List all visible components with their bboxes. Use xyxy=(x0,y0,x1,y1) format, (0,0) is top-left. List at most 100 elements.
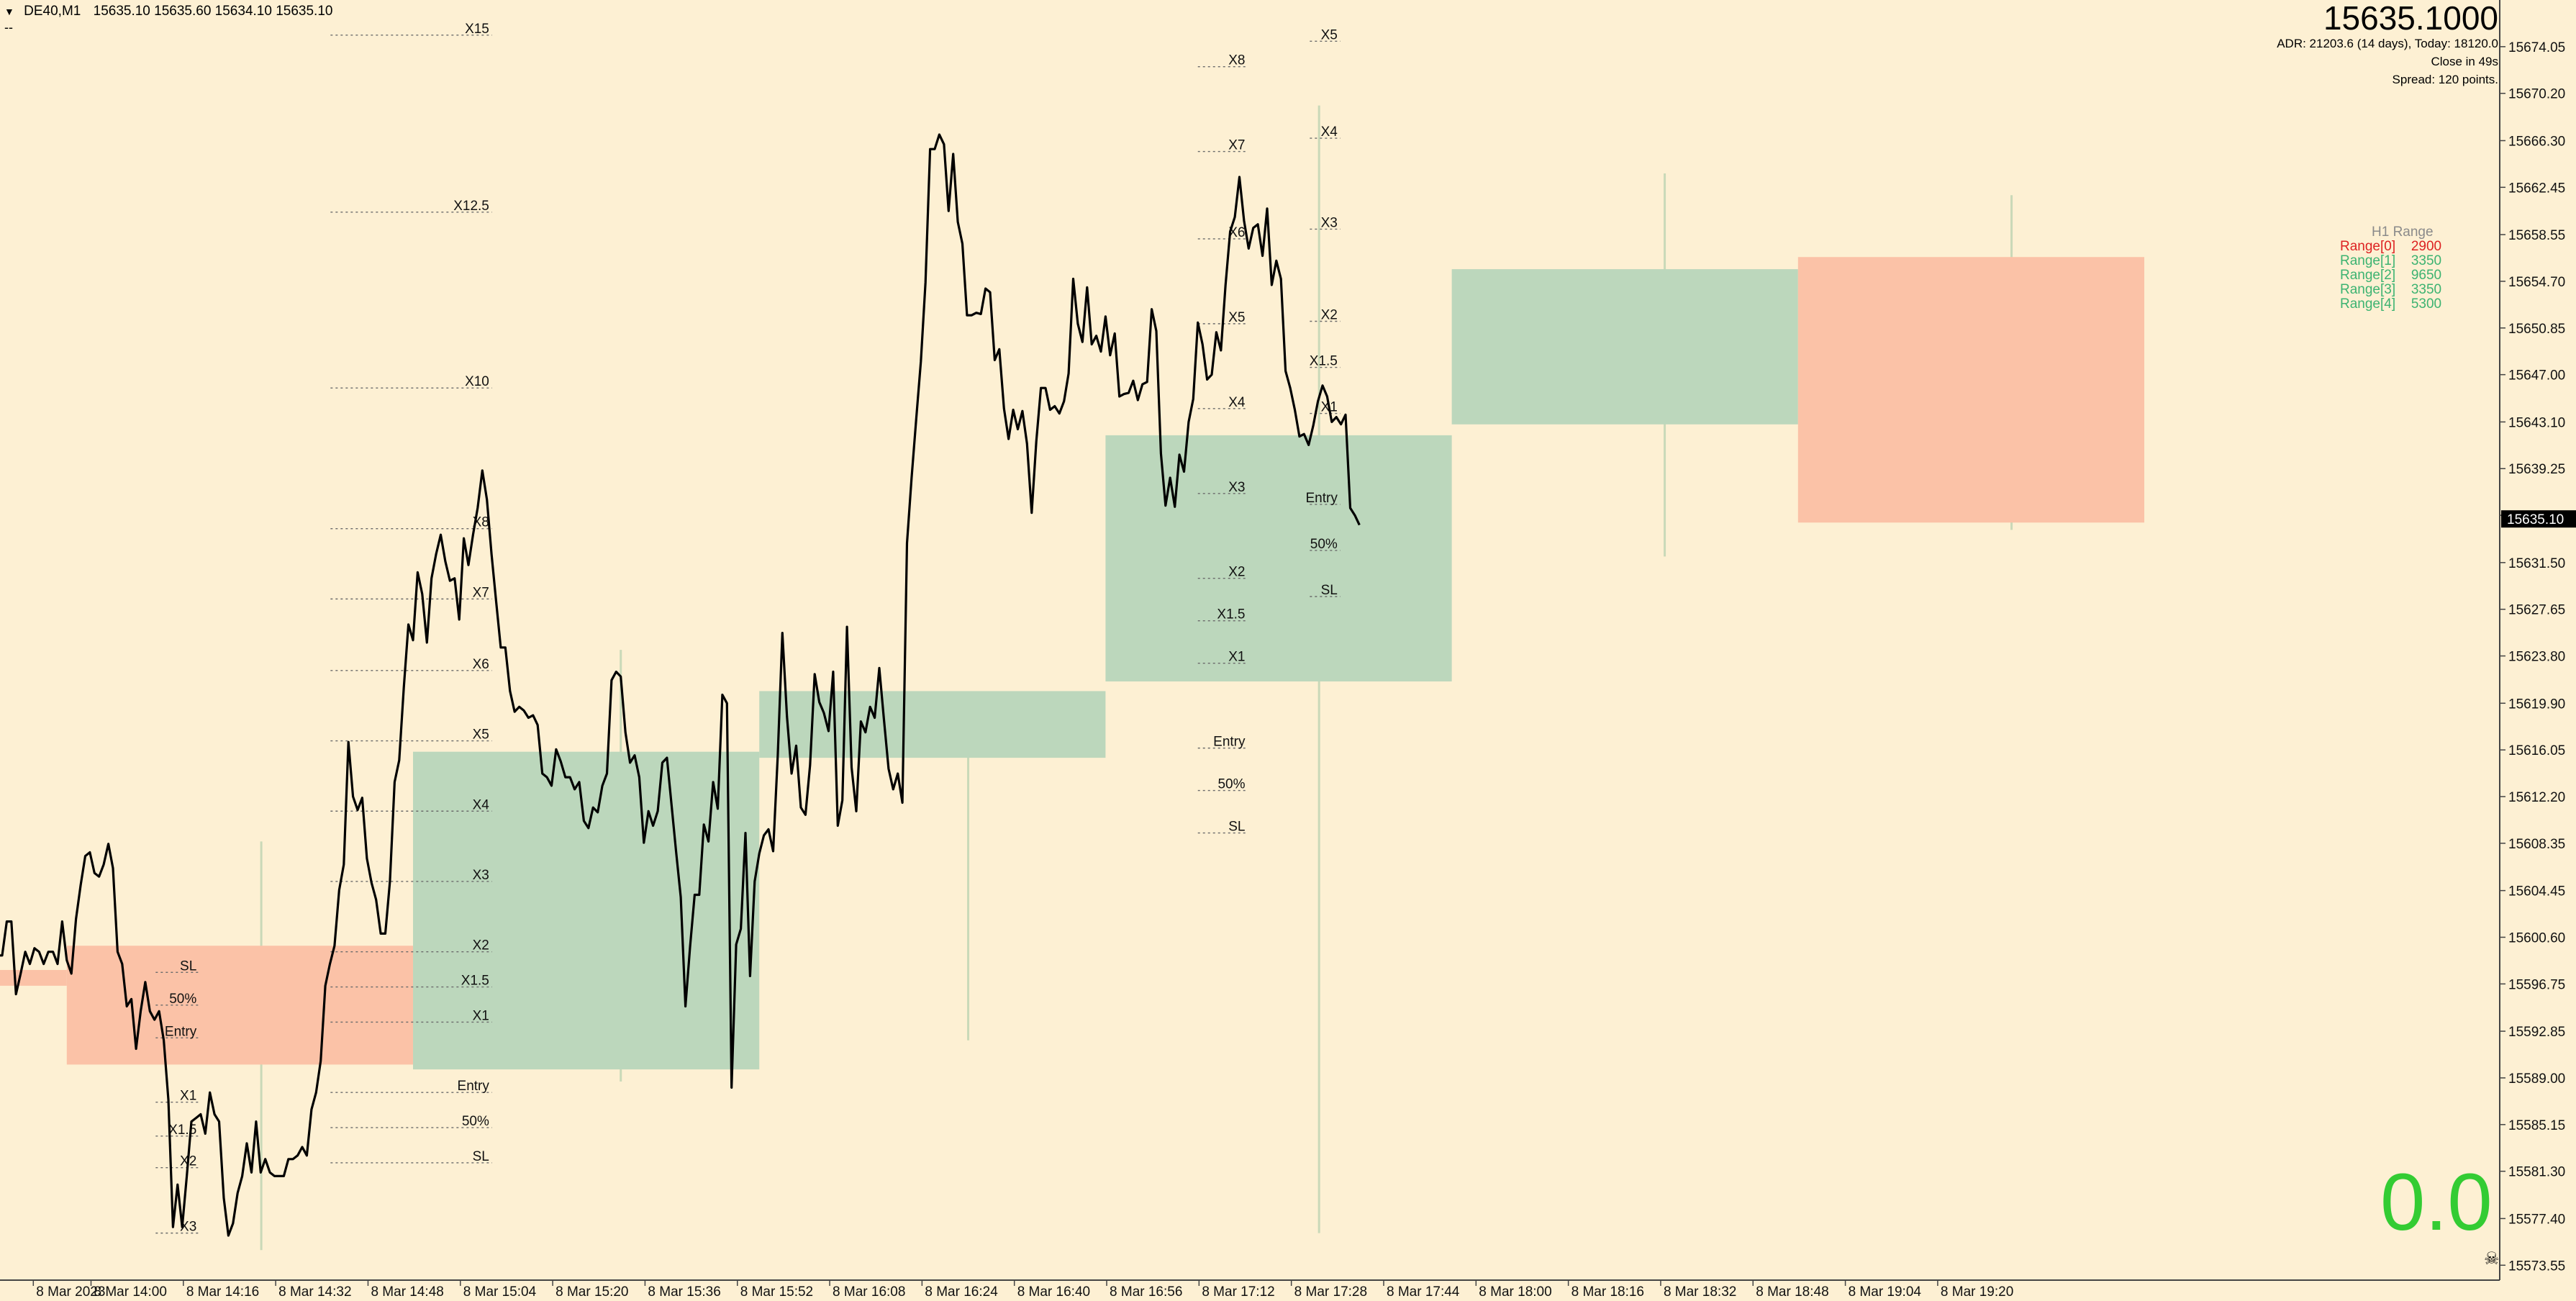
level-label: X7 xyxy=(1228,138,1245,153)
level-label: X1.5 xyxy=(1310,354,1338,369)
x-tick-label: 8 Mar 18:32 xyxy=(1664,1284,1736,1300)
h1-range-value: 3350 xyxy=(2411,282,2442,297)
y-tick-label: 15654.70 xyxy=(2508,275,2565,290)
y-tick-label: 15639.25 xyxy=(2508,462,2565,477)
h1-range-row: Range[2] 9650 xyxy=(2340,268,2441,283)
level-label: SL xyxy=(1228,820,1245,835)
level-label: Entry xyxy=(165,1024,197,1039)
y-tick-label: 15585.15 xyxy=(2508,1118,2565,1133)
level-label: SL xyxy=(1321,583,1338,598)
level-label: X3 xyxy=(473,868,489,883)
level-label: 50% xyxy=(1310,537,1338,552)
ohlc-values: 15635.10 15635.60 15634.10 15635.10 xyxy=(93,4,333,19)
h1-range-label: Range[2] xyxy=(2340,268,2396,283)
bear-range-box xyxy=(1797,257,2145,523)
h1-range-row: Range[4] 5300 xyxy=(2340,297,2441,312)
y-tick-label: 15631.50 xyxy=(2508,556,2565,571)
level-label: X4 xyxy=(1321,124,1338,140)
bull-range-box xyxy=(1105,435,1452,681)
level-label: SL xyxy=(473,1149,489,1164)
x-tick-label: 8 Mar 19:04 xyxy=(1849,1284,1922,1300)
price-line xyxy=(0,133,1361,1237)
current-price-tag xyxy=(2501,510,2576,528)
level-label: X15 xyxy=(465,22,489,37)
bear-range-box xyxy=(66,946,414,1065)
h1-range-title: H1 Range xyxy=(2372,225,2434,240)
level-label: X2 xyxy=(473,938,489,953)
level-label: X4 xyxy=(1228,395,1246,410)
y-tick-label: 15592.85 xyxy=(2508,1025,2565,1040)
level-label: SL xyxy=(180,958,196,974)
y-tick-label: 15581.30 xyxy=(2508,1165,2565,1180)
level-label: X3 xyxy=(1321,215,1338,230)
bull-range-box xyxy=(413,751,760,1070)
y-tick-label: 15619.90 xyxy=(2508,697,2565,712)
y-tick-label: 15670.20 xyxy=(2508,87,2565,102)
y-tick-label: 15616.05 xyxy=(2508,743,2565,758)
close-in-text: Close in 49s xyxy=(2431,55,2498,68)
y-tick-label: 15604.45 xyxy=(2508,884,2565,899)
level-label: Entry xyxy=(1213,735,1246,750)
h1-range-label: Range[3] xyxy=(2340,282,2396,297)
bull-range-box xyxy=(759,691,1106,758)
menu-arrow-icon[interactable]: ▼ xyxy=(4,6,14,17)
level-label: X6 xyxy=(1228,225,1245,240)
y-tick-label: 15674.05 xyxy=(2508,40,2565,55)
range-boxes xyxy=(0,257,2145,1070)
level-label: X5 xyxy=(473,727,489,743)
h1-range-row: Range[1] 3350 xyxy=(2340,254,2441,268)
y-tick-label: 15666.30 xyxy=(2508,134,2565,149)
level-label: X7 xyxy=(473,585,489,600)
x-tick-label: 8 Mar 15:52 xyxy=(740,1284,813,1300)
y-tick-label: 15577.40 xyxy=(2508,1212,2565,1227)
y-tick-label: 15608.35 xyxy=(2508,837,2565,852)
x-tick-label: 8 Mar 17:44 xyxy=(1387,1284,1460,1300)
x-tick-label: 8 Mar 14:48 xyxy=(371,1284,443,1300)
y-tick-label: 15596.75 xyxy=(2508,977,2565,992)
level-label: X1.5 xyxy=(1217,607,1245,622)
x-tick-label: 8 Mar 17:12 xyxy=(1202,1284,1274,1300)
indicator-placeholder: -- xyxy=(4,20,13,35)
h1-range-panel: H1 Range Range[0] 2900 Range[1] 3350 Range[2… xyxy=(2340,225,2441,312)
y-tick-label: 15623.80 xyxy=(2508,650,2565,665)
x-tick-label: 8 Mar 16:24 xyxy=(925,1284,998,1300)
y-tick-label: 15647.00 xyxy=(2508,368,2565,384)
chart-header: ▼ DE40,M1 15635.10 15635.60 15634.10 156… xyxy=(4,4,332,19)
level-label: X5 xyxy=(1321,27,1338,42)
level-label: X3 xyxy=(1228,480,1245,495)
x-tick-label: 8 Mar 19:20 xyxy=(1941,1284,2013,1300)
y-tick-label: 15612.20 xyxy=(2508,790,2565,805)
big-number-display: 0.0 xyxy=(2380,1157,2493,1247)
x-tick-label: 8 Mar 15:20 xyxy=(555,1284,628,1300)
h1-range-label: Range[0] xyxy=(2340,239,2396,254)
level-label: 50% xyxy=(462,1114,489,1129)
x-tick-label: 8 Mar 16:08 xyxy=(833,1284,905,1300)
x-tick-label: 8 Mar 15:36 xyxy=(648,1284,720,1300)
y-tick-label: 15589.00 xyxy=(2508,1071,2565,1087)
y-tick-label: 15650.85 xyxy=(2508,322,2565,337)
level-label: X2 xyxy=(1228,565,1245,580)
level-label: 50% xyxy=(1217,777,1245,792)
h1-range-label: Range[1] xyxy=(2340,253,2396,268)
skull-icon: ☠ xyxy=(2484,1249,2500,1269)
level-label: 50% xyxy=(169,992,196,1007)
level-label: X1.5 xyxy=(461,974,489,989)
level-label: X4 xyxy=(473,797,490,812)
h1-range-value: 5300 xyxy=(2411,296,2442,312)
level-label: Entry xyxy=(458,1079,490,1094)
spread-text: Spread: 120 points. xyxy=(2392,73,2498,86)
h1-range-row: Range[0] 2900 xyxy=(2340,240,2441,254)
current-price-display: 15635.1000 xyxy=(2323,0,2498,37)
h1-range-value: 2900 xyxy=(2411,239,2442,254)
x-tick-label: 8 Mar 18:48 xyxy=(1756,1284,1828,1300)
bull-range-box xyxy=(1451,269,1798,425)
x-tick-label: 8 Mar 2023 xyxy=(36,1284,105,1300)
level-label: X2 xyxy=(1321,308,1338,323)
x-tick-label: 8 Mar 18:00 xyxy=(1479,1284,1551,1300)
x-tick-label: 8 Mar 14:00 xyxy=(94,1284,167,1300)
adr-text: ADR: 21203.6 (14 days), Today: 18120.0 xyxy=(2277,37,2498,50)
level-label: X6 xyxy=(473,657,489,672)
